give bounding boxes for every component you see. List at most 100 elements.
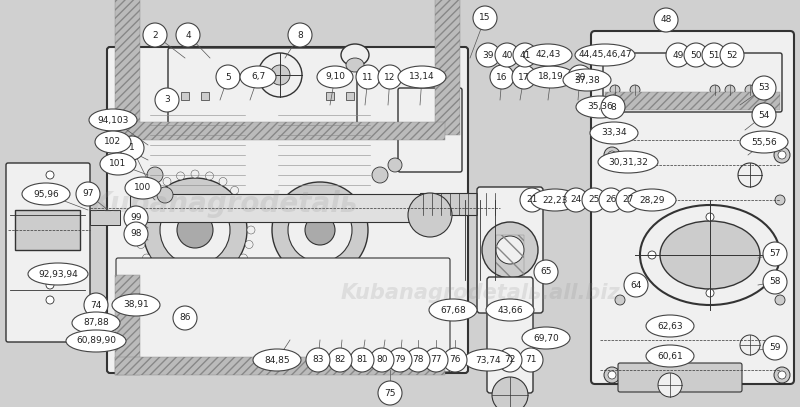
Text: 15: 15 — [479, 13, 490, 22]
Ellipse shape — [89, 109, 137, 131]
FancyBboxPatch shape — [603, 53, 782, 112]
Text: 8: 8 — [610, 103, 616, 112]
Circle shape — [496, 236, 524, 264]
Text: 20: 20 — [574, 72, 586, 81]
Text: 33,34: 33,34 — [601, 129, 627, 138]
Text: 48: 48 — [660, 15, 672, 24]
Ellipse shape — [176, 23, 200, 47]
Text: 60,61: 60,61 — [657, 352, 683, 361]
Circle shape — [272, 182, 368, 278]
Ellipse shape — [240, 66, 276, 88]
Text: 51: 51 — [708, 50, 720, 59]
FancyBboxPatch shape — [168, 48, 357, 127]
Circle shape — [206, 280, 214, 288]
Ellipse shape — [66, 330, 126, 352]
Circle shape — [142, 254, 150, 262]
Text: 97: 97 — [82, 190, 94, 199]
Text: 57: 57 — [770, 249, 781, 258]
Circle shape — [608, 371, 616, 379]
Text: 22,23: 22,23 — [542, 195, 568, 204]
Circle shape — [163, 177, 171, 186]
Ellipse shape — [328, 348, 352, 372]
Circle shape — [239, 254, 247, 262]
Ellipse shape — [155, 88, 179, 112]
Ellipse shape — [763, 242, 787, 266]
Text: Kubanagrodetalь: Kubanagrodetalь — [90, 190, 358, 217]
Ellipse shape — [520, 188, 544, 212]
Ellipse shape — [22, 183, 70, 205]
FancyBboxPatch shape — [181, 92, 189, 100]
Circle shape — [630, 85, 640, 95]
Circle shape — [206, 172, 214, 180]
Ellipse shape — [306, 348, 330, 372]
Circle shape — [745, 85, 755, 95]
Text: 39: 39 — [482, 50, 494, 59]
Text: 40: 40 — [502, 50, 513, 59]
Ellipse shape — [495, 43, 519, 67]
Circle shape — [615, 195, 625, 205]
Text: 79: 79 — [394, 355, 406, 365]
FancyBboxPatch shape — [420, 193, 510, 215]
Ellipse shape — [654, 8, 678, 32]
Text: 95,96: 95,96 — [33, 190, 59, 199]
Text: 16: 16 — [496, 72, 508, 81]
Text: 28,29: 28,29 — [639, 195, 665, 204]
Ellipse shape — [640, 205, 780, 305]
FancyBboxPatch shape — [618, 363, 742, 392]
Circle shape — [151, 186, 159, 195]
Circle shape — [230, 186, 238, 195]
Text: 58: 58 — [770, 278, 781, 287]
Text: 92,93,94: 92,93,94 — [38, 269, 78, 278]
Text: 9,10: 9,10 — [325, 72, 345, 81]
Text: 30,31,32: 30,31,32 — [608, 158, 648, 166]
Text: 42,43: 42,43 — [535, 50, 561, 59]
Ellipse shape — [370, 348, 394, 372]
Ellipse shape — [28, 263, 88, 285]
Ellipse shape — [624, 273, 648, 297]
FancyBboxPatch shape — [6, 163, 90, 342]
Text: 8: 8 — [297, 31, 303, 39]
Text: 76: 76 — [450, 355, 461, 365]
Text: 1: 1 — [129, 144, 135, 153]
FancyBboxPatch shape — [605, 92, 780, 110]
Ellipse shape — [601, 95, 625, 119]
Ellipse shape — [124, 222, 148, 246]
Ellipse shape — [646, 315, 694, 337]
Text: 35,36: 35,36 — [587, 103, 613, 112]
FancyBboxPatch shape — [130, 194, 420, 222]
Ellipse shape — [125, 177, 161, 199]
Circle shape — [658, 373, 682, 397]
Text: 77: 77 — [430, 355, 442, 365]
Circle shape — [775, 195, 785, 205]
Ellipse shape — [576, 96, 624, 118]
Text: 100: 100 — [134, 184, 152, 193]
Text: 21: 21 — [526, 195, 538, 204]
Ellipse shape — [512, 65, 536, 89]
Circle shape — [706, 213, 714, 221]
Text: 74: 74 — [90, 300, 102, 309]
Ellipse shape — [563, 69, 611, 91]
Ellipse shape — [763, 270, 787, 294]
FancyBboxPatch shape — [90, 210, 120, 225]
Ellipse shape — [534, 260, 558, 284]
Ellipse shape — [513, 43, 537, 67]
Circle shape — [137, 212, 145, 219]
Ellipse shape — [568, 65, 592, 89]
Ellipse shape — [112, 294, 160, 316]
FancyBboxPatch shape — [15, 210, 80, 250]
Ellipse shape — [95, 131, 131, 153]
Ellipse shape — [763, 336, 787, 360]
Ellipse shape — [124, 206, 148, 230]
Ellipse shape — [660, 221, 760, 289]
Text: 75: 75 — [384, 389, 396, 398]
Circle shape — [177, 280, 185, 288]
Circle shape — [778, 371, 786, 379]
Circle shape — [137, 241, 145, 249]
Circle shape — [147, 167, 163, 183]
Ellipse shape — [498, 348, 522, 372]
Circle shape — [765, 85, 775, 95]
Ellipse shape — [406, 348, 430, 372]
Ellipse shape — [253, 349, 301, 371]
Ellipse shape — [575, 44, 635, 66]
Circle shape — [163, 274, 171, 282]
